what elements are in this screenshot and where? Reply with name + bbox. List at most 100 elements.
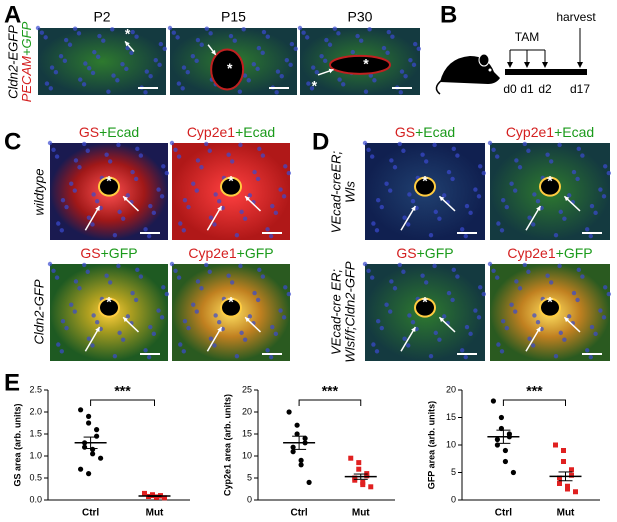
- nucleus: [86, 215, 92, 220]
- nucleus: [314, 70, 319, 75]
- nucleus: [527, 336, 532, 341]
- nucleus: [239, 330, 244, 336]
- nucleus: [125, 314, 131, 319]
- nucleus: [407, 192, 412, 197]
- nucleus: [437, 337, 442, 342]
- vessel-marker: *: [312, 78, 318, 94]
- nucleus: [120, 61, 125, 67]
- nucleus: [69, 302, 74, 307]
- nucleus: [107, 159, 113, 164]
- significance-label: ***: [114, 383, 131, 399]
- nucleus: [522, 141, 527, 147]
- nucleus: [473, 187, 478, 192]
- nucleus: [63, 37, 69, 43]
- data-point: [502, 447, 508, 454]
- image-title: P2: [93, 9, 110, 25]
- nucleus: [195, 37, 201, 43]
- nucleus: [190, 53, 196, 59]
- nucleus: [532, 192, 537, 197]
- nucleus: [433, 330, 438, 336]
- data-point: [294, 431, 300, 437]
- nucleus: [288, 62, 293, 68]
- nucleus: [283, 285, 288, 290]
- nucleus: [229, 159, 235, 164]
- nucleus: [545, 152, 550, 157]
- panel-letter: B: [440, 1, 457, 28]
- nucleus: [388, 188, 393, 193]
- nucleus: [481, 291, 486, 297]
- title-part: GS: [79, 124, 99, 140]
- nucleus: [281, 315, 287, 320]
- nucleus: [255, 176, 261, 182]
- nucleus: [115, 78, 120, 83]
- nucleus: [90, 70, 96, 76]
- nucleus: [437, 216, 442, 221]
- nucleus: [124, 66, 129, 72]
- nucleus: [60, 319, 66, 324]
- nucleus: [232, 38, 237, 43]
- nucleus: [176, 154, 182, 159]
- nucleus: [144, 69, 149, 74]
- nucleus: [125, 193, 131, 198]
- nucleus: [410, 320, 416, 325]
- significance-label: ***: [526, 383, 543, 399]
- micrograph: [38, 28, 166, 95]
- nucleus: [191, 181, 196, 186]
- nucleus: [159, 194, 165, 199]
- nucleus: [49, 65, 55, 70]
- nucleus: [311, 65, 316, 70]
- nucleus: [247, 193, 253, 198]
- data-point: [298, 462, 304, 468]
- nucleus: [324, 37, 329, 43]
- data-point: [553, 442, 558, 448]
- nucleus: [389, 158, 394, 163]
- nucleus: [260, 50, 265, 55]
- x-tick-label: Ctrl: [82, 508, 99, 519]
- nucleus: [143, 227, 148, 232]
- nucleus: [601, 194, 607, 199]
- nucleus: [514, 158, 519, 163]
- nucleus: [580, 274, 585, 279]
- nucleus: [362, 140, 368, 146]
- nucleus: [420, 273, 425, 278]
- nucleus: [191, 302, 196, 307]
- y-tick-label: 10: [446, 439, 456, 449]
- nucleus: [557, 263, 562, 269]
- nucleus: [270, 324, 275, 330]
- data-point: [94, 427, 100, 433]
- nucleus: [514, 279, 519, 284]
- data-point: [352, 477, 358, 483]
- panel-letter: E: [4, 369, 20, 396]
- nucleus: [509, 302, 514, 307]
- nucleus: [468, 210, 473, 216]
- title-part: +GFP: [556, 245, 593, 261]
- nucleus: [151, 210, 157, 216]
- nucleus: [371, 221, 376, 226]
- nucleus: [283, 164, 288, 169]
- nucleus: [77, 165, 82, 170]
- vessel-marker: *: [228, 294, 234, 310]
- x-tick-label: Mut: [557, 508, 575, 519]
- treatment: TAM: [515, 30, 539, 44]
- data-point: [557, 481, 562, 486]
- nucleus: [130, 29, 135, 35]
- nucleus: [194, 58, 199, 64]
- nucleus: [390, 34, 395, 39]
- nucleus: [54, 275, 60, 280]
- nucleus: [133, 297, 139, 303]
- arrow: [400, 205, 417, 231]
- nucleus: [246, 78, 251, 83]
- data-point: [82, 444, 88, 450]
- arrow-head: [439, 196, 445, 202]
- vessel-marker: *: [363, 56, 369, 72]
- nucleus: [138, 274, 144, 279]
- nucleus: [567, 314, 572, 319]
- nucleus: [64, 325, 69, 331]
- nucleus: [575, 176, 580, 182]
- nucleus: [571, 169, 577, 175]
- nucleus: [532, 313, 537, 318]
- nucleus: [406, 343, 411, 348]
- nucleus: [571, 290, 577, 296]
- nucleus: [403, 74, 408, 79]
- nucleus: [129, 50, 134, 55]
